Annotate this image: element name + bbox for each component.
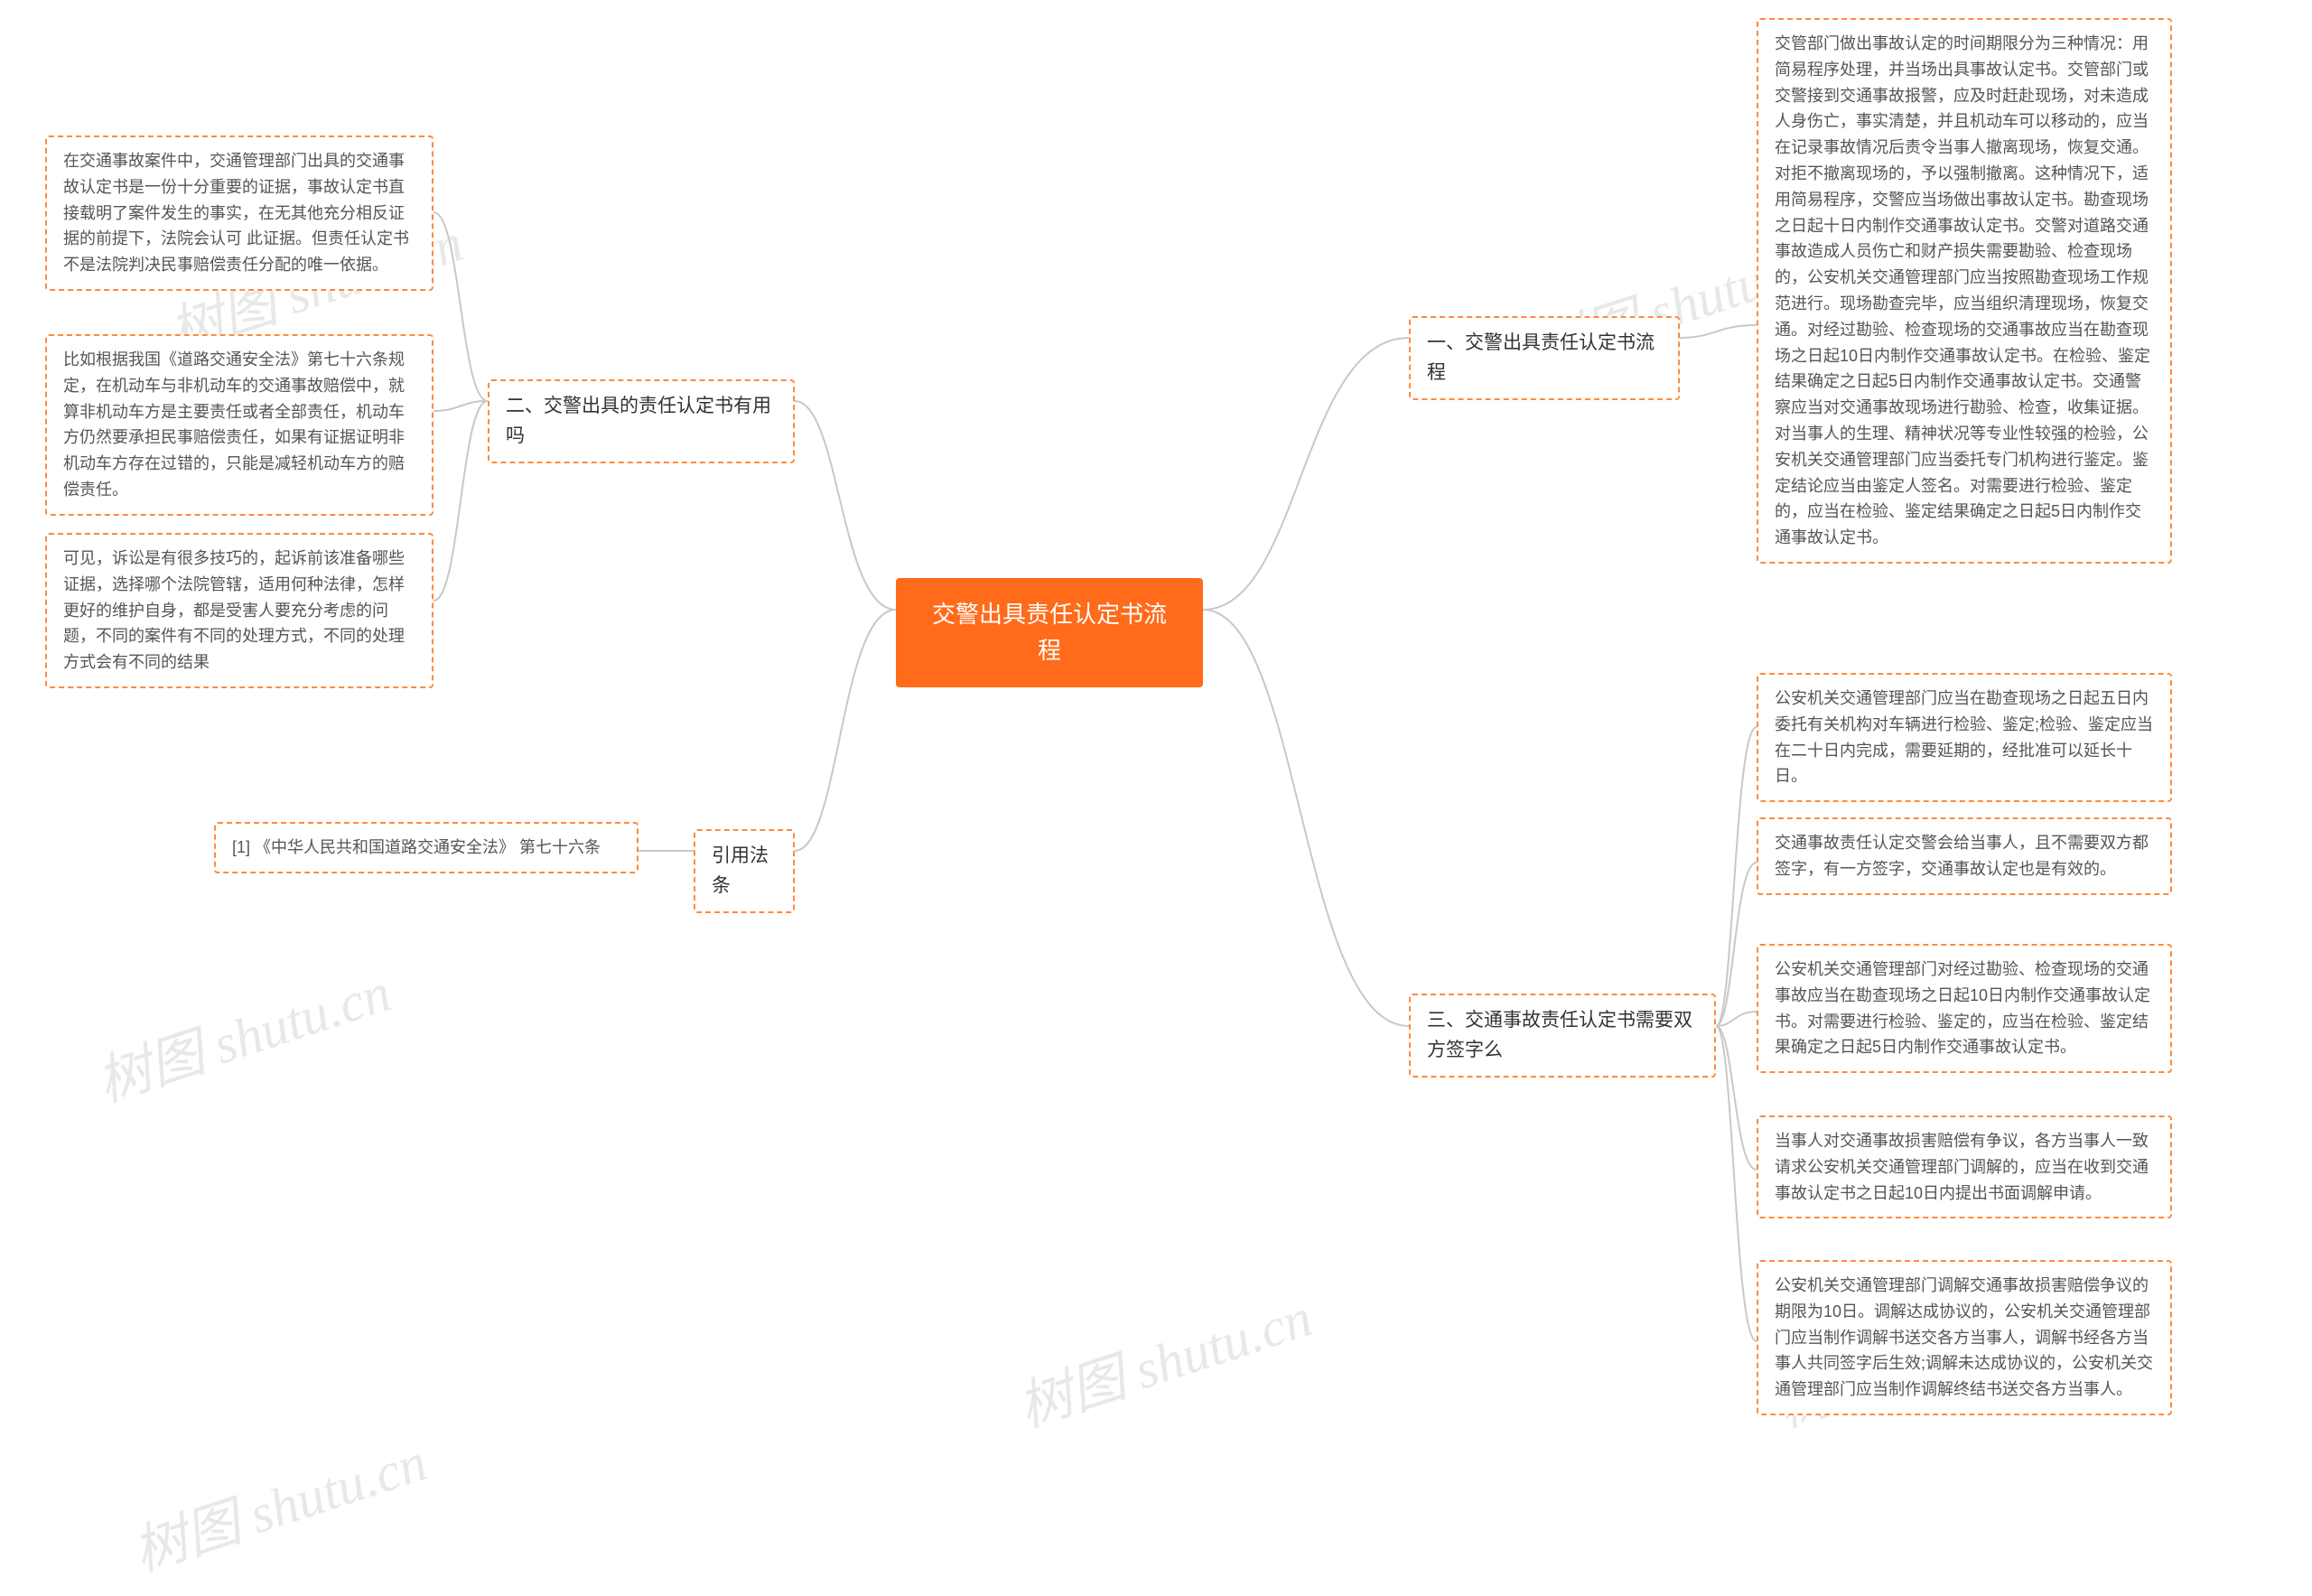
leaf-b3-1: 公安机关交通管理部门应当在勘查现场之日起五日内委托有关机构对车辆进行检验、鉴定;… (1757, 673, 2172, 802)
watermark: 树图 shutu.cn (122, 1418, 435, 1587)
watermark: 树图 shutu.cn (1007, 1274, 1320, 1442)
leaf-b3-4: 当事人对交通事故损害赔偿有争议，各方当事人一致请求公安机关交通管理部门调解的，应… (1757, 1115, 2172, 1218)
leaf-law-1: [1] 《中华人民共和国道路交通安全法》 第七十六条 (214, 822, 639, 873)
branch-node-2[interactable]: 二、交警出具的责任认定书有用吗 (488, 379, 795, 463)
mindmap-canvas: 树图 shutu.cn 树图 shutu.cn 树图 shutu.cn 树图 s… (0, 0, 2312, 1596)
branch-node-law[interactable]: 引用法条 (694, 829, 795, 913)
branch-node-1[interactable]: 一、交警出具责任认定书流程 (1409, 316, 1680, 400)
leaf-b2-2: 比如根据我国《道路交通安全法》第七十六条规定，在机动车与非机动车的交通事故赔偿中… (45, 334, 434, 516)
leaf-b3-5: 公安机关交通管理部门调解交通事故损害赔偿争议的期限为10日。调解达成协议的，公安… (1757, 1260, 2172, 1415)
leaf-b3-3: 公安机关交通管理部门对经过勘验、检查现场的交通事故应当在勘查现场之日起10日内制… (1757, 944, 2172, 1073)
branch-node-3[interactable]: 三、交通事故责任认定书需要双方签字么 (1409, 994, 1716, 1078)
watermark: 树图 shutu.cn (86, 948, 399, 1117)
leaf-b2-1: 在交通事故案件中，交通管理部门出具的交通事故认定书是一份十分重要的证据，事故认定… (45, 135, 434, 291)
leaf-b3-2: 交通事故责任认定交警会给当事人，且不需要双方都签字，有一方签字，交通事故认定也是… (1757, 817, 2172, 895)
leaf-b2-3: 可见，诉讼是有很多技巧的，起诉前该准备哪些证据，选择哪个法院管辖，适用何种法律，… (45, 533, 434, 688)
leaf-b1-1: 交管部门做出事故认定的时间期限分为三种情况：用简易程序处理，并当场出具事故认定书… (1757, 18, 2172, 564)
center-node[interactable]: 交警出具责任认定书流程 (896, 578, 1203, 687)
